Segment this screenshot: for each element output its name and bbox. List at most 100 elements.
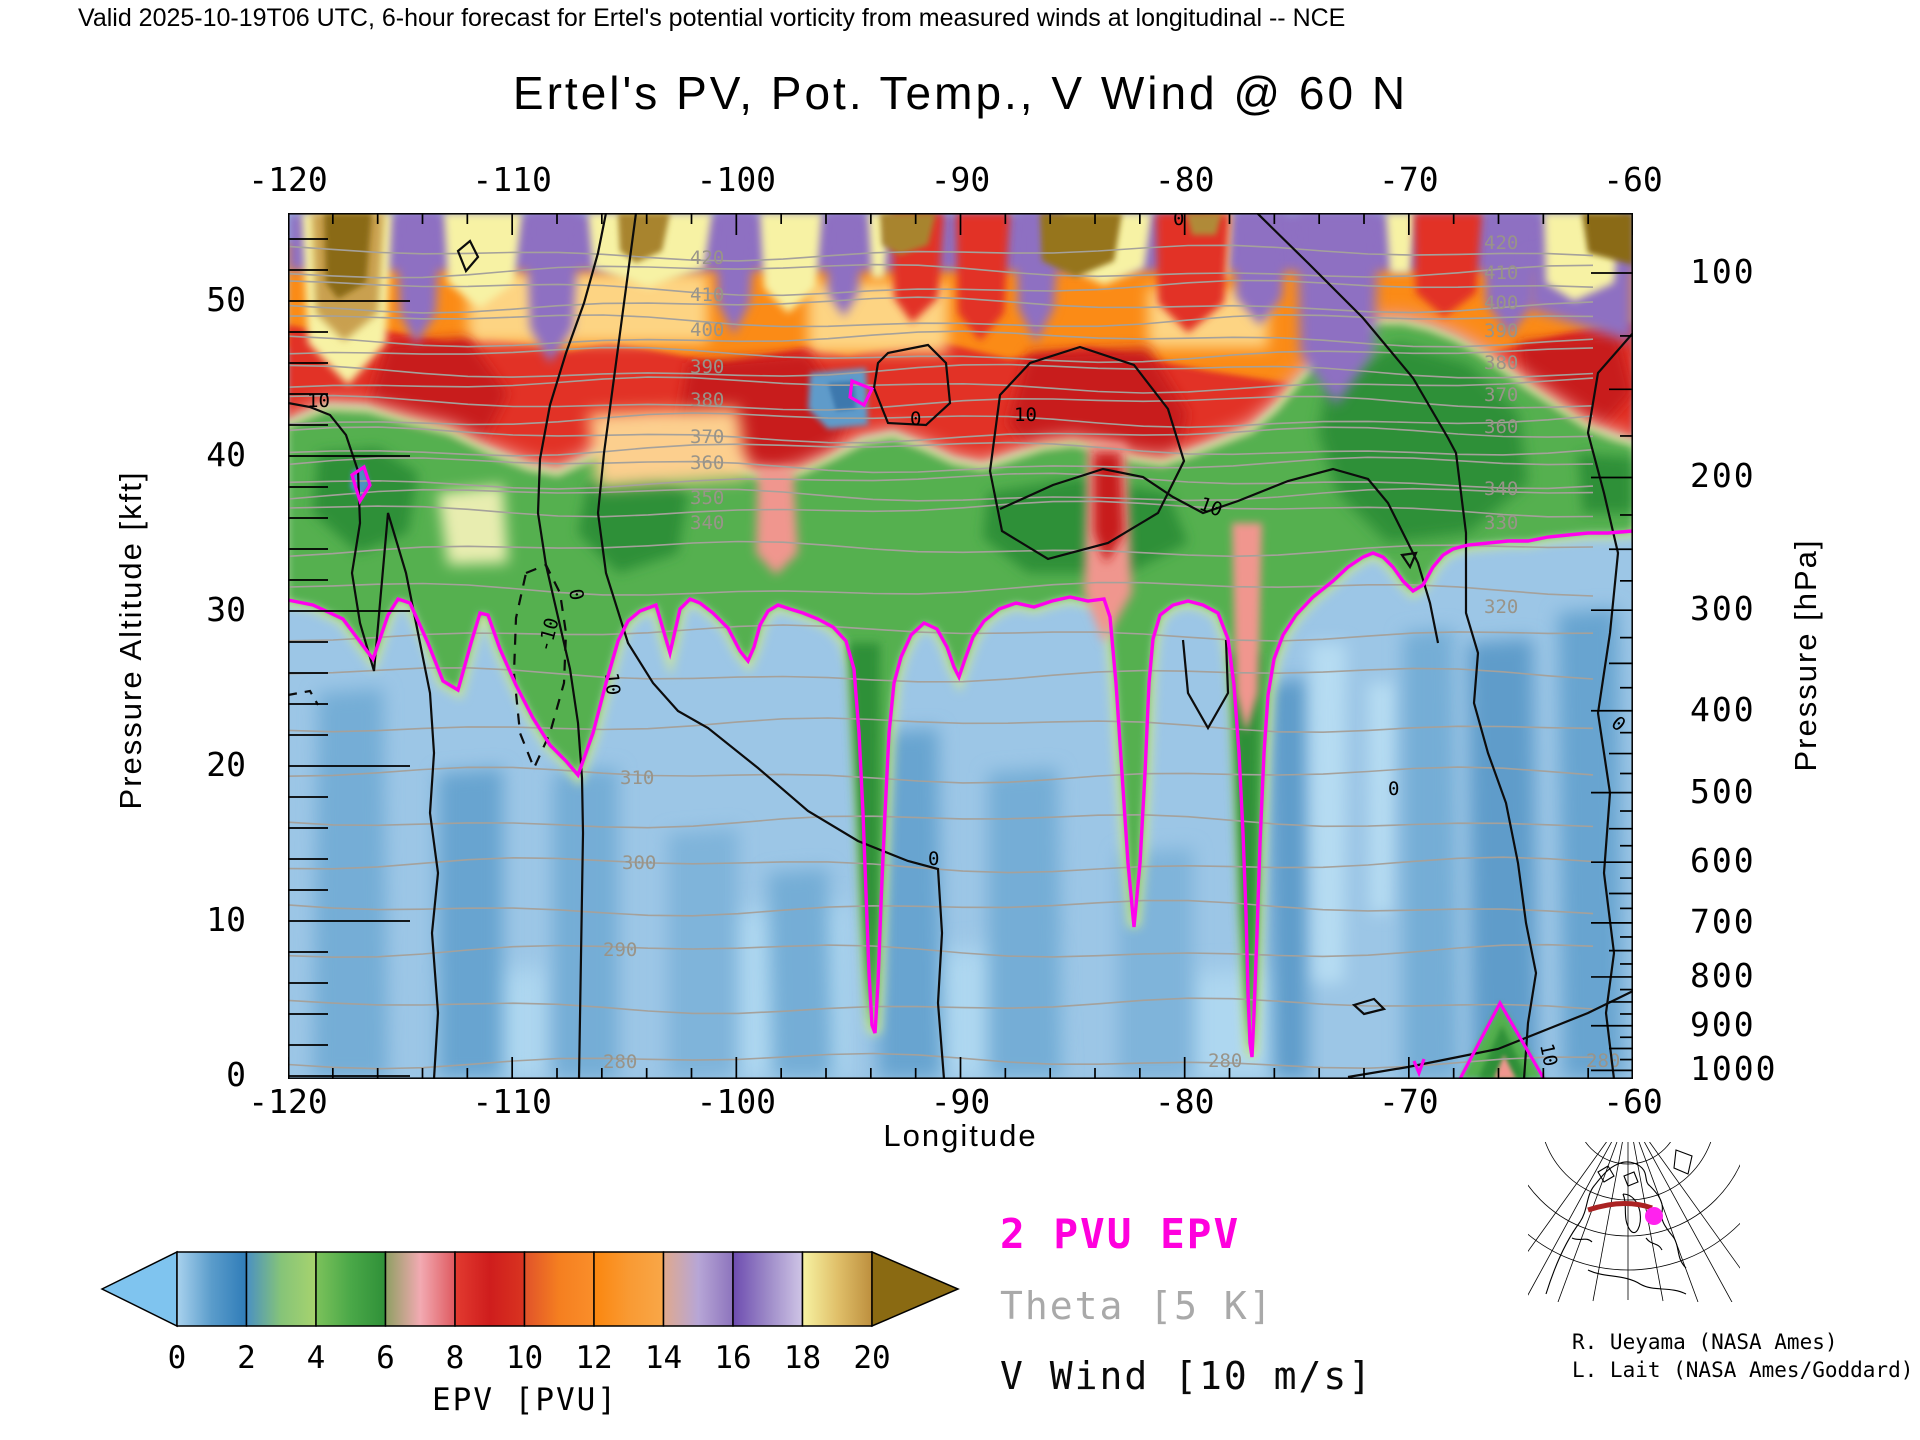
- pv2-contour: [288, 378, 1633, 1079]
- left-axis-title: Pressure Altitude [kft]: [113, 470, 148, 810]
- vwind-label: 10: [1014, 404, 1037, 426]
- theta-label: 380: [690, 389, 724, 411]
- colorbar-tick-label: 10: [505, 1340, 544, 1376]
- theta-label: 370: [690, 426, 724, 448]
- theta-line: [288, 1052, 1594, 1070]
- map-inset: [1528, 1142, 1740, 1302]
- colorbar-tick-label: 4: [306, 1340, 326, 1376]
- epv-fill-region: [1558, 608, 1623, 1079]
- epv-fill-region: [1296, 213, 1380, 405]
- epv-fill-region: [1268, 678, 1308, 1079]
- y-tick-label-hpa: 300: [1690, 589, 1756, 629]
- coastline: [1617, 1161, 1651, 1187]
- plot-title: Ertel's PV, Pot. Temp., V Wind @ 60 N: [512, 67, 1409, 119]
- x-tick-label-bottom: -60: [1603, 1082, 1663, 1121]
- epv-fill-region: [1368, 683, 1396, 913]
- x-tick-label-bottom: -90: [930, 1082, 991, 1121]
- epv-fill-region: [1414, 213, 1482, 317]
- plot-border: [288, 213, 1633, 1079]
- theta-label: 410: [1484, 262, 1518, 284]
- vwind-label: 10: [1535, 1041, 1561, 1068]
- validity-header: Valid 2025-10-19T06 UTC, 6-hour forecast…: [78, 4, 1346, 32]
- epv-fill-region: [983, 478, 1188, 573]
- coastline: [1587, 1269, 1687, 1295]
- epv-fill-region: [578, 468, 688, 573]
- colorbar-tick-label: 12: [575, 1340, 613, 1376]
- theta-line: [288, 540, 1594, 558]
- theta-label: 390: [1484, 320, 1518, 342]
- theta-line: [288, 412, 1594, 429]
- epv-fill-region: [988, 768, 1063, 1079]
- pv2-blob: [1458, 999, 1546, 1079]
- epv-fill-region: [438, 485, 508, 565]
- epv-fill-region: [756, 468, 798, 575]
- epv-fill-region: [444, 213, 522, 308]
- x-tick-label-top: -100: [696, 160, 777, 199]
- theta-label: 280: [603, 1051, 637, 1073]
- theta-label: 400: [1484, 292, 1518, 314]
- legend-vwind: V Wind [10 m/s]: [1000, 1354, 1374, 1398]
- theta-label: 320: [1484, 596, 1518, 618]
- theta-label: 280: [1586, 1050, 1620, 1072]
- theta-line: [288, 766, 1594, 784]
- y-tick-label-kft: 10: [206, 900, 246, 939]
- y-tick-label-hpa: 600: [1690, 841, 1756, 881]
- colorbar-tick-label: 8: [445, 1340, 465, 1376]
- theta-label: 360: [690, 452, 724, 474]
- y-tick-label-hpa: 400: [1690, 689, 1756, 729]
- theta-label: 340: [1484, 478, 1518, 500]
- pv2-blob: [848, 378, 875, 408]
- y-tick-label-kft: 50: [206, 280, 246, 319]
- epv-fill-region: [1468, 638, 1538, 1079]
- y-tick-label-kft: 40: [206, 435, 246, 474]
- graticule-meridian: [1557, 1142, 1618, 1302]
- x-tick-label-bottom: -120: [248, 1082, 328, 1121]
- theta-line: [288, 296, 1594, 314]
- vwind-line: [1351, 997, 1387, 1016]
- coastline: [1597, 1165, 1615, 1183]
- colorbar-tick-label: 0: [167, 1340, 187, 1376]
- colorbar-over-arrow: [871, 1250, 960, 1328]
- epv-fill-region: [438, 768, 503, 1079]
- vwind-line: [512, 563, 568, 771]
- graticule-meridian: [1649, 1142, 1740, 1269]
- theta-line: [288, 717, 1594, 734]
- coastline: [1622, 1193, 1641, 1234]
- x-tick-label-bottom: -110: [472, 1082, 552, 1121]
- colorbar-cell: [176, 1251, 248, 1327]
- main-contour-plot: 420 410 400 390 380 370 360 350 340 420 410 400 390 3…: [288, 213, 1633, 1079]
- theta-line: [288, 313, 1594, 328]
- vwind-label: 0: [564, 587, 588, 602]
- y-tick-label-kft: 20: [206, 745, 246, 784]
- epv-fill-region: [1234, 213, 1288, 325]
- theta-label: 370: [1484, 384, 1518, 406]
- vwind-line: [288, 689, 319, 706]
- epv-fill-region: [880, 213, 936, 255]
- colorbar-tick-label: 18: [783, 1340, 822, 1376]
- x-tick-label-bottom: -80: [1154, 1082, 1215, 1121]
- theta-label: 420: [690, 247, 724, 269]
- x-tick-label-top: -60: [1603, 160, 1663, 199]
- theta-line: [288, 472, 1594, 490]
- theta-line: [288, 279, 1594, 297]
- colorbar-tick-label: 16: [714, 1340, 752, 1376]
- coastline: [1571, 1237, 1593, 1243]
- y-tick-label-hpa: 800: [1690, 955, 1756, 995]
- colorbar-cell: [732, 1251, 804, 1327]
- epv-fill-region: [1040, 213, 1122, 277]
- graticule-meridian: [1638, 1142, 1699, 1302]
- theta-line: [288, 426, 1594, 444]
- vwind-line: [988, 345, 1186, 561]
- theta-line: [288, 500, 1594, 518]
- theta-label: 390: [690, 356, 724, 378]
- vwind-label: 0: [1388, 778, 1399, 800]
- vwind-line: [1256, 213, 1538, 1079]
- transect-60n-line: [1587, 1200, 1653, 1213]
- colorbar-cell: [801, 1251, 873, 1327]
- theta-line: [288, 813, 1594, 829]
- theta-line: [288, 997, 1594, 1015]
- coastline: [1649, 1185, 1687, 1269]
- pv2-blob: [1412, 1058, 1426, 1078]
- colorbar-cell: [245, 1251, 317, 1327]
